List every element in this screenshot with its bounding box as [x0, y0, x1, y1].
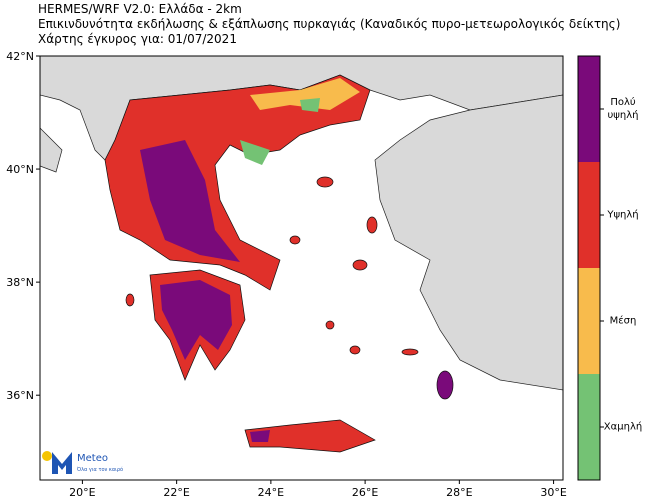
logo-name: Meteo [77, 453, 108, 464]
colorbar-label: Χαμηλή [603, 421, 643, 433]
x-tick-label: 22°E [163, 486, 189, 499]
colorbar-segment [578, 56, 600, 162]
x-tick-label: 26°E [352, 486, 378, 499]
logo: Meteo Όλα για τον καιρό [42, 451, 123, 474]
y-tick-label: 36°N [6, 389, 34, 402]
logo-sun [42, 451, 52, 461]
colorbar-segment [578, 374, 600, 480]
colorbar-frame [577, 55, 601, 481]
x-tick-label: 28°E [446, 486, 472, 499]
x-tick-label: 30°E [540, 486, 566, 499]
colorbar-segment [578, 162, 600, 268]
y-tick-label: 42°N [6, 50, 34, 63]
colorbar-label: Μέση [609, 315, 637, 327]
y-tick-label: 38°N [6, 276, 34, 289]
greece-danger [104, 74, 454, 453]
map-frame [39, 55, 564, 481]
title-line: Επικινδυνότητα εκδήλωσης & εξάπλωσης πυρ… [38, 17, 621, 31]
colorbar-segment [578, 268, 600, 374]
y-tick-label: 40°N [6, 163, 34, 176]
colorbar-label: Πολύ υψηλή [607, 97, 639, 121]
title-line: Χάρτης έγκυρος για: 01/07/2021 [38, 32, 237, 46]
title-line: HERMES/WRF V2.0: Ελλάδα - 2km [38, 2, 242, 16]
colorbar-label: Υψηλή [607, 209, 639, 221]
x-tick-label: 20°E [69, 486, 95, 499]
logo-m [52, 452, 72, 474]
logo-tagline: Όλα για τον καιρό [76, 466, 123, 473]
x-tick-label: 24°E [258, 486, 284, 499]
